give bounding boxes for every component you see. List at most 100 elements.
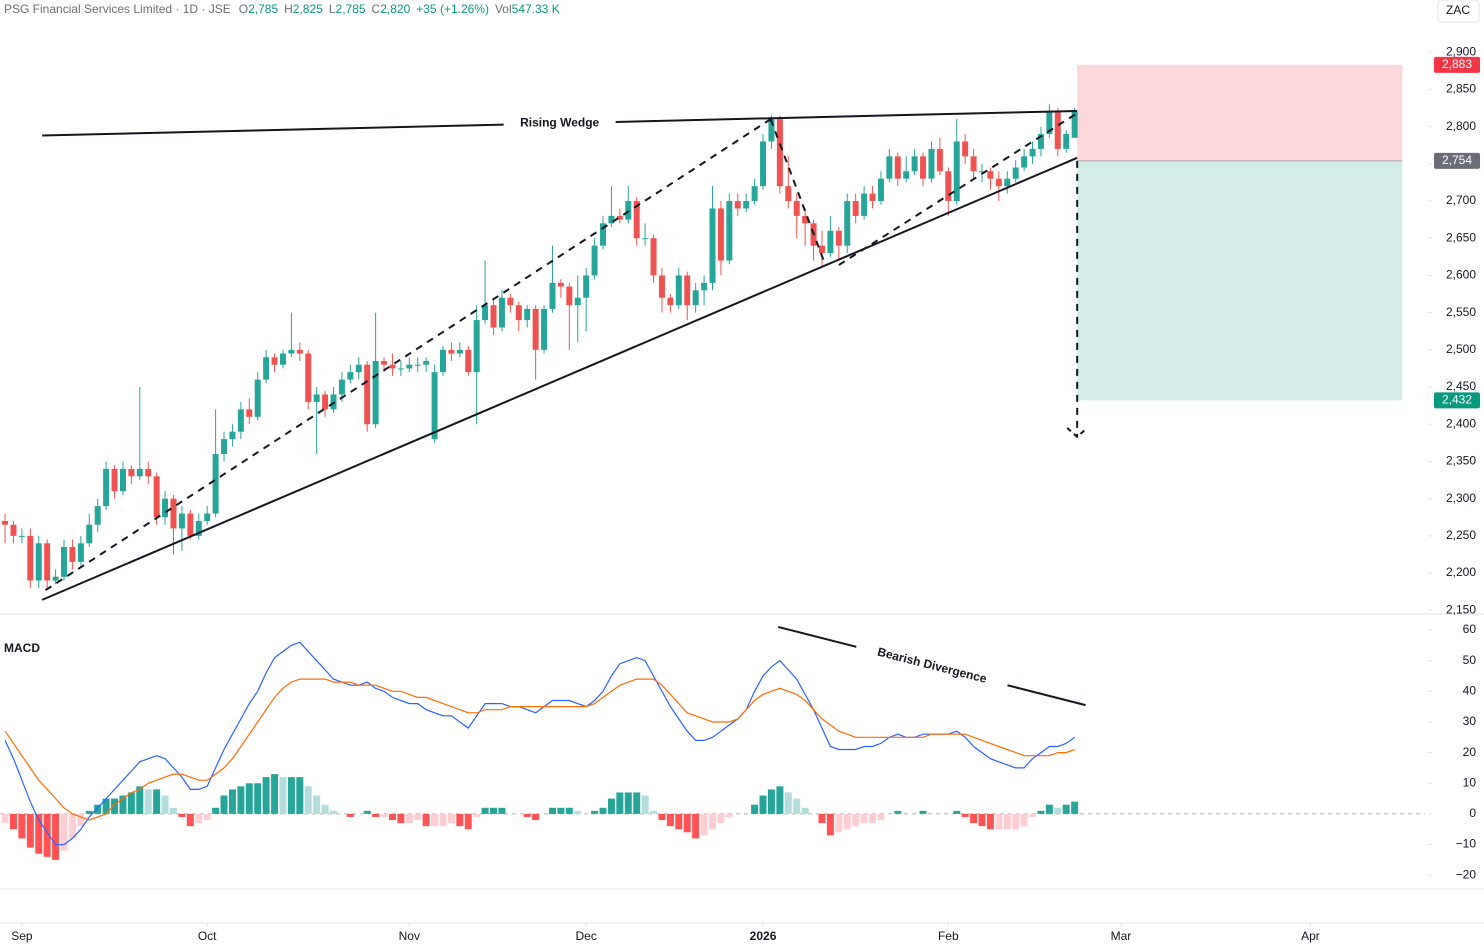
candle-body — [852, 201, 859, 216]
macd-line — [4, 678, 1075, 821]
histogram-bar — [464, 813, 472, 830]
y-tick-label: 2,350 — [1446, 454, 1476, 468]
x-tick-label: Dec — [575, 929, 596, 943]
candle-body — [633, 201, 640, 239]
histogram-bar — [767, 789, 775, 814]
y-tick-label: 2,700 — [1446, 193, 1476, 207]
legend-key: L — [329, 2, 336, 16]
histogram-bar — [1037, 810, 1045, 814]
histogram-bar — [986, 813, 994, 830]
candle-body — [785, 186, 792, 202]
legend-value: 2,785 — [336, 2, 366, 16]
legend-value: 547.33 K — [512, 2, 560, 16]
histogram-bar — [557, 807, 565, 814]
histogram-bar — [591, 810, 599, 814]
histogram-bar — [1045, 804, 1053, 814]
candle-body — [1046, 111, 1053, 135]
candle-body — [61, 547, 68, 577]
candle-body — [423, 360, 430, 365]
candle-body — [381, 360, 388, 365]
candle-body — [195, 520, 202, 536]
histogram-bar — [641, 795, 649, 814]
histogram-bar — [279, 777, 287, 814]
y-tick-label: 2,200 — [1446, 565, 1476, 579]
candle-body — [650, 238, 657, 276]
histogram-bar — [26, 813, 34, 848]
candle-body — [557, 282, 564, 287]
candle-body — [145, 468, 152, 477]
histogram-bar — [296, 777, 304, 814]
candle-body — [2, 520, 9, 525]
candle-body — [221, 439, 228, 455]
histogram-bar — [1054, 807, 1062, 814]
candle-body — [296, 349, 303, 354]
y-tick-label: −20 — [1456, 867, 1477, 881]
histogram-bar — [237, 786, 245, 814]
candle-body — [1029, 148, 1036, 157]
candle-body — [1012, 167, 1019, 179]
histogram-bar — [85, 810, 93, 814]
histogram-bar — [414, 813, 422, 821]
candle-body — [347, 372, 354, 380]
histogram-bar — [953, 810, 961, 814]
candle-body — [903, 171, 910, 179]
candle-body — [313, 394, 320, 402]
histogram-bar — [919, 810, 927, 814]
histogram-bar — [826, 813, 834, 836]
histogram-bar — [68, 813, 76, 839]
candle-body — [364, 364, 371, 425]
candle-body — [187, 513, 194, 536]
candle-body — [1037, 134, 1044, 149]
y-tick-label: 2,250 — [1446, 528, 1476, 542]
candle-body — [844, 201, 851, 246]
trendline — [44, 118, 772, 592]
candle-body — [869, 193, 876, 202]
candle-body — [482, 305, 489, 321]
candle-body — [1071, 111, 1078, 138]
price-label-box — [1434, 152, 1480, 169]
histogram-bar — [616, 792, 624, 814]
candle-body — [802, 215, 809, 224]
histogram-bar — [801, 807, 809, 814]
candle-body — [591, 245, 598, 276]
candle-body — [288, 349, 295, 354]
histogram-bar — [287, 777, 295, 814]
histogram-bar — [784, 792, 792, 814]
histogram-bar — [330, 810, 338, 814]
candle-body — [10, 524, 17, 536]
histogram-bar — [245, 783, 253, 814]
candle-body — [414, 364, 421, 366]
histogram-bar — [843, 813, 851, 830]
y-tick-label: 2,900 — [1446, 44, 1476, 58]
candle-body — [701, 282, 708, 291]
histogram-bar — [633, 792, 641, 814]
histogram-bar — [111, 798, 119, 814]
candle-body — [212, 454, 219, 514]
histogram-bar — [212, 807, 220, 814]
histogram-bar — [346, 813, 354, 817]
candle-body — [524, 308, 531, 321]
histogram-bar — [447, 813, 455, 824]
candle-body — [726, 201, 733, 261]
target-zone — [1077, 160, 1403, 401]
candle-body — [94, 506, 101, 525]
candle-body — [818, 245, 825, 254]
candle-body — [237, 409, 244, 432]
histogram-bar — [818, 813, 826, 824]
y-tick-label: 50 — [1463, 653, 1477, 667]
histogram-bar — [666, 813, 674, 827]
candle-body — [1054, 111, 1061, 149]
currency-button[interactable] — [1437, 0, 1480, 23]
histogram-bar — [523, 813, 531, 817]
candle-body — [77, 543, 84, 562]
y-tick-label: −10 — [1456, 837, 1477, 851]
histogram-bar — [94, 804, 102, 814]
wedge-label: Rising Wedge — [520, 115, 599, 129]
histogram-bar — [532, 813, 540, 821]
histogram-bar — [43, 813, 51, 857]
histogram-bar — [456, 813, 464, 827]
candle-body — [69, 547, 76, 562]
histogram-bar — [169, 807, 177, 814]
histogram-bar — [1012, 813, 1020, 830]
histogram-bar — [186, 813, 194, 827]
